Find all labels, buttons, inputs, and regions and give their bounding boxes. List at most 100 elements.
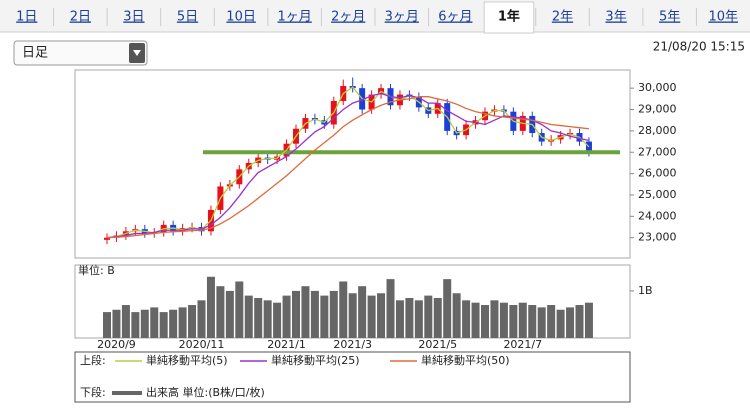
legend-box: [74, 351, 631, 403]
volume-bar: [273, 302, 282, 338]
candle-body: [104, 237, 110, 240]
legend-lower-label: 下段:: [80, 385, 106, 399]
timestamp: 21/08/20 15:15: [653, 40, 745, 54]
x-tick-label: 2021/7: [503, 338, 542, 351]
volume-bar: [292, 290, 300, 338]
volume-bar: [395, 300, 404, 338]
volume-bar: [225, 290, 234, 338]
x-tick-label: 2021/1: [267, 338, 306, 351]
volume-bar: [566, 307, 575, 338]
volume-bar: [509, 305, 518, 338]
legend-volume-text: 出来高 単位:(B株/口/枚): [146, 385, 265, 399]
y-tick-label: 25,000: [638, 188, 677, 201]
tab[interactable]: 3ヶ月: [385, 10, 419, 25]
volume-bar: [121, 305, 130, 338]
x-tick-label: 2021/3: [333, 338, 372, 351]
price-panel: [74, 69, 631, 259]
tab[interactable]: 3日: [123, 10, 144, 25]
volume-bar: [150, 307, 159, 338]
volume-bar: [216, 286, 225, 338]
volume-bar: [386, 279, 395, 338]
volume-bar: [556, 309, 565, 338]
volume-bar: [329, 290, 338, 338]
volume-bar: [358, 286, 367, 338]
volume-bar: [547, 305, 556, 338]
volume-bar: [528, 305, 537, 338]
y-tick-label: 24,000: [638, 209, 677, 222]
x-tick-label: 2021/5: [418, 338, 457, 351]
volume-bar: [188, 305, 197, 338]
dropdown-arrow: [133, 50, 141, 56]
tab[interactable]: 5年: [659, 10, 680, 25]
x-tick-label: 2020/9: [97, 338, 136, 351]
volume-bar: [367, 295, 376, 338]
volume-bar: [481, 305, 489, 338]
volume-bar: [452, 293, 461, 338]
y-tick-label: 1B: [638, 284, 653, 297]
volume-bar: [414, 300, 423, 338]
volume-bar: [462, 300, 471, 338]
tab[interactable]: 1ヶ月: [278, 10, 312, 25]
volume-bar: [320, 295, 329, 338]
y-tick-label: 30,000: [638, 81, 677, 94]
tab[interactable]: 5日: [177, 10, 198, 25]
volume-bar: [575, 305, 584, 338]
volume-bar: [103, 312, 111, 338]
volume-bar: [537, 307, 546, 338]
volume-bar: [263, 300, 272, 338]
tab-selected-bg: [483, 1, 535, 34]
volume-bar: [244, 295, 253, 338]
volume-bar: [471, 302, 480, 338]
volume-bar: [169, 309, 178, 338]
volume-bar: [339, 281, 348, 338]
volume-bar: [131, 312, 140, 338]
tab[interactable]: 2ヶ月: [331, 10, 365, 25]
tab[interactable]: 2日: [70, 10, 91, 25]
tab[interactable]: 1日: [16, 10, 37, 25]
volume-bar: [197, 300, 206, 338]
ma-line: [106, 92, 590, 239]
volume-bar: [348, 293, 357, 338]
ma-line: [106, 96, 590, 239]
volume-bar: [310, 290, 319, 338]
dropdown-label[interactable]: 日足: [22, 46, 48, 61]
volume-bar: [377, 293, 386, 338]
volume-bar: [490, 300, 499, 338]
tab[interactable]: 10日: [226, 10, 256, 25]
volume-bar: [112, 309, 121, 338]
unit-label: 単位: B: [78, 263, 115, 277]
legend-upper-label: 上段:: [80, 353, 106, 367]
y-tick-label: 28,000: [638, 124, 677, 137]
legend-label: 単純移動平均(25): [271, 353, 360, 367]
volume-bar: [433, 297, 442, 338]
volume-bar: [235, 281, 244, 338]
tab[interactable]: 10年: [708, 10, 738, 25]
tab[interactable]: 3年: [605, 10, 626, 25]
volume-bar: [301, 286, 310, 338]
volume-bar: [254, 297, 263, 338]
y-tick-label: 23,000: [638, 231, 677, 244]
legend-label: 単純移動平均(50): [421, 353, 510, 367]
volume-bar: [178, 307, 187, 338]
y-tick-label: 29,000: [638, 103, 677, 116]
tab[interactable]: 2年: [552, 10, 573, 25]
dropdown[interactable]: [13, 40, 148, 66]
volume-bar: [140, 309, 149, 338]
volume-bar: [282, 295, 291, 338]
volume-bar: [159, 312, 168, 338]
tab[interactable]: 1年: [498, 9, 520, 25]
volume-bar: [499, 302, 508, 338]
y-tick-label: 26,000: [638, 167, 677, 180]
legend-label: 単純移動平均(5): [146, 353, 228, 367]
volume-bar: [518, 302, 527, 338]
volume-bar: [405, 297, 414, 338]
volume-bar: [584, 302, 593, 338]
x-tick-label: 2020/11: [179, 338, 225, 351]
volume-bar: [206, 276, 215, 338]
y-tick-label: 27,000: [638, 145, 677, 158]
volume-bar: [443, 279, 452, 338]
tab[interactable]: 6ヶ月: [438, 10, 472, 25]
volume-bar: [424, 295, 433, 338]
